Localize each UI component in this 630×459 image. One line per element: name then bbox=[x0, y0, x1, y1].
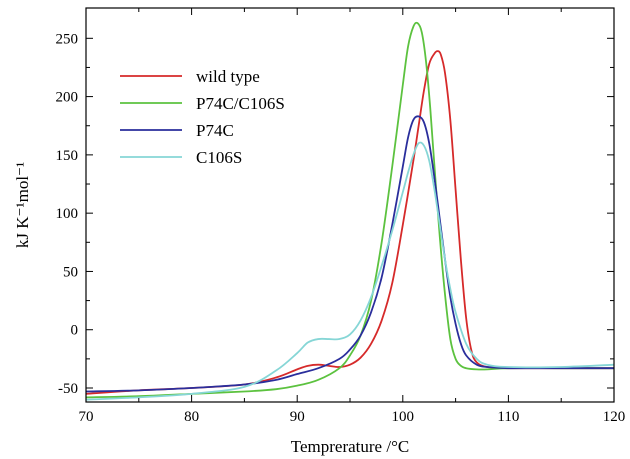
y-tick-label: 0 bbox=[71, 323, 79, 339]
legend-label-wild-type: wild type bbox=[196, 67, 260, 86]
x-tick-label: 120 bbox=[603, 409, 626, 425]
x-tick-label: 110 bbox=[497, 409, 519, 425]
x-axis-title: Temprerature /°C bbox=[291, 437, 409, 456]
y-tick-label: 50 bbox=[63, 264, 78, 280]
y-axis-title: kJ K⁻¹mol⁻¹ bbox=[13, 162, 32, 248]
legend-label-p74c-c106s: P74C/C106S bbox=[196, 94, 285, 113]
y-tick-label: 200 bbox=[56, 90, 79, 106]
series-line-p74c-c106s bbox=[86, 21, 614, 399]
y-tick-label: 100 bbox=[56, 206, 79, 222]
series-line-p74c bbox=[86, 115, 614, 393]
y-tick-label: 250 bbox=[56, 31, 79, 47]
legend: wild type P74C/C106S P74C C106S bbox=[120, 67, 285, 167]
x-tick-label: 100 bbox=[392, 409, 415, 425]
axes: 70 80 90 100 110 120 -50 0 50 100 150 200 250 Temprer… bbox=[13, 7, 626, 456]
series-line-c106s bbox=[86, 141, 614, 401]
x-tick-label: 90 bbox=[290, 409, 305, 425]
legend-label-p74c: P74C bbox=[196, 121, 234, 140]
y-tick-label: -50 bbox=[58, 381, 78, 397]
plot-frame bbox=[85, 7, 615, 403]
y-tick-label: 150 bbox=[56, 148, 79, 164]
legend-label-c106s: C106S bbox=[196, 148, 242, 167]
series-line-wild-type bbox=[86, 50, 614, 395]
x-tick-label: 80 bbox=[184, 409, 199, 425]
x-tick-label: 70 bbox=[79, 409, 94, 425]
plot-area bbox=[86, 21, 614, 401]
